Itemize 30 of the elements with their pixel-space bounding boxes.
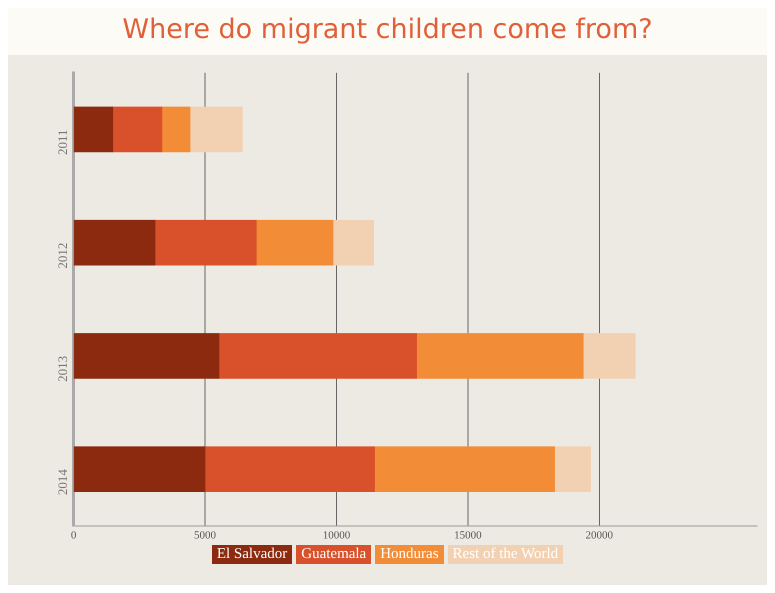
bar [582, 333, 636, 379]
bar [162, 106, 190, 152]
text: Rest of the World [448, 545, 564, 564]
x-tick-label: 20000 [586, 529, 614, 542]
bar [256, 220, 334, 266]
bar [74, 446, 206, 492]
bar [154, 220, 257, 266]
bar [74, 220, 156, 266]
y-tick-label: 2014 [55, 468, 70, 496]
y-tick-label: 2013 [55, 356, 70, 382]
bar [74, 333, 220, 379]
bar [190, 106, 243, 152]
bar [112, 106, 162, 152]
bar [74, 106, 114, 152]
y-tick-label: 2011 [55, 129, 70, 155]
bar [332, 220, 374, 266]
x-tick-label: 15000 [454, 529, 482, 542]
bar [554, 446, 591, 492]
x-tick-label: 0 [70, 529, 77, 542]
bar [218, 333, 417, 379]
x-tick-label: 10000 [322, 529, 351, 542]
bar [416, 333, 584, 379]
x-tick-label: 5000 [194, 529, 217, 542]
chart-title: Where do migrant children come from? [8, 8, 767, 55]
bar [204, 446, 375, 492]
text: Guatemala [296, 545, 372, 564]
bar [374, 446, 555, 492]
text: Honduras [375, 545, 444, 564]
y-tick-label: 2012 [55, 242, 70, 269]
text: El Salvador [212, 545, 292, 564]
